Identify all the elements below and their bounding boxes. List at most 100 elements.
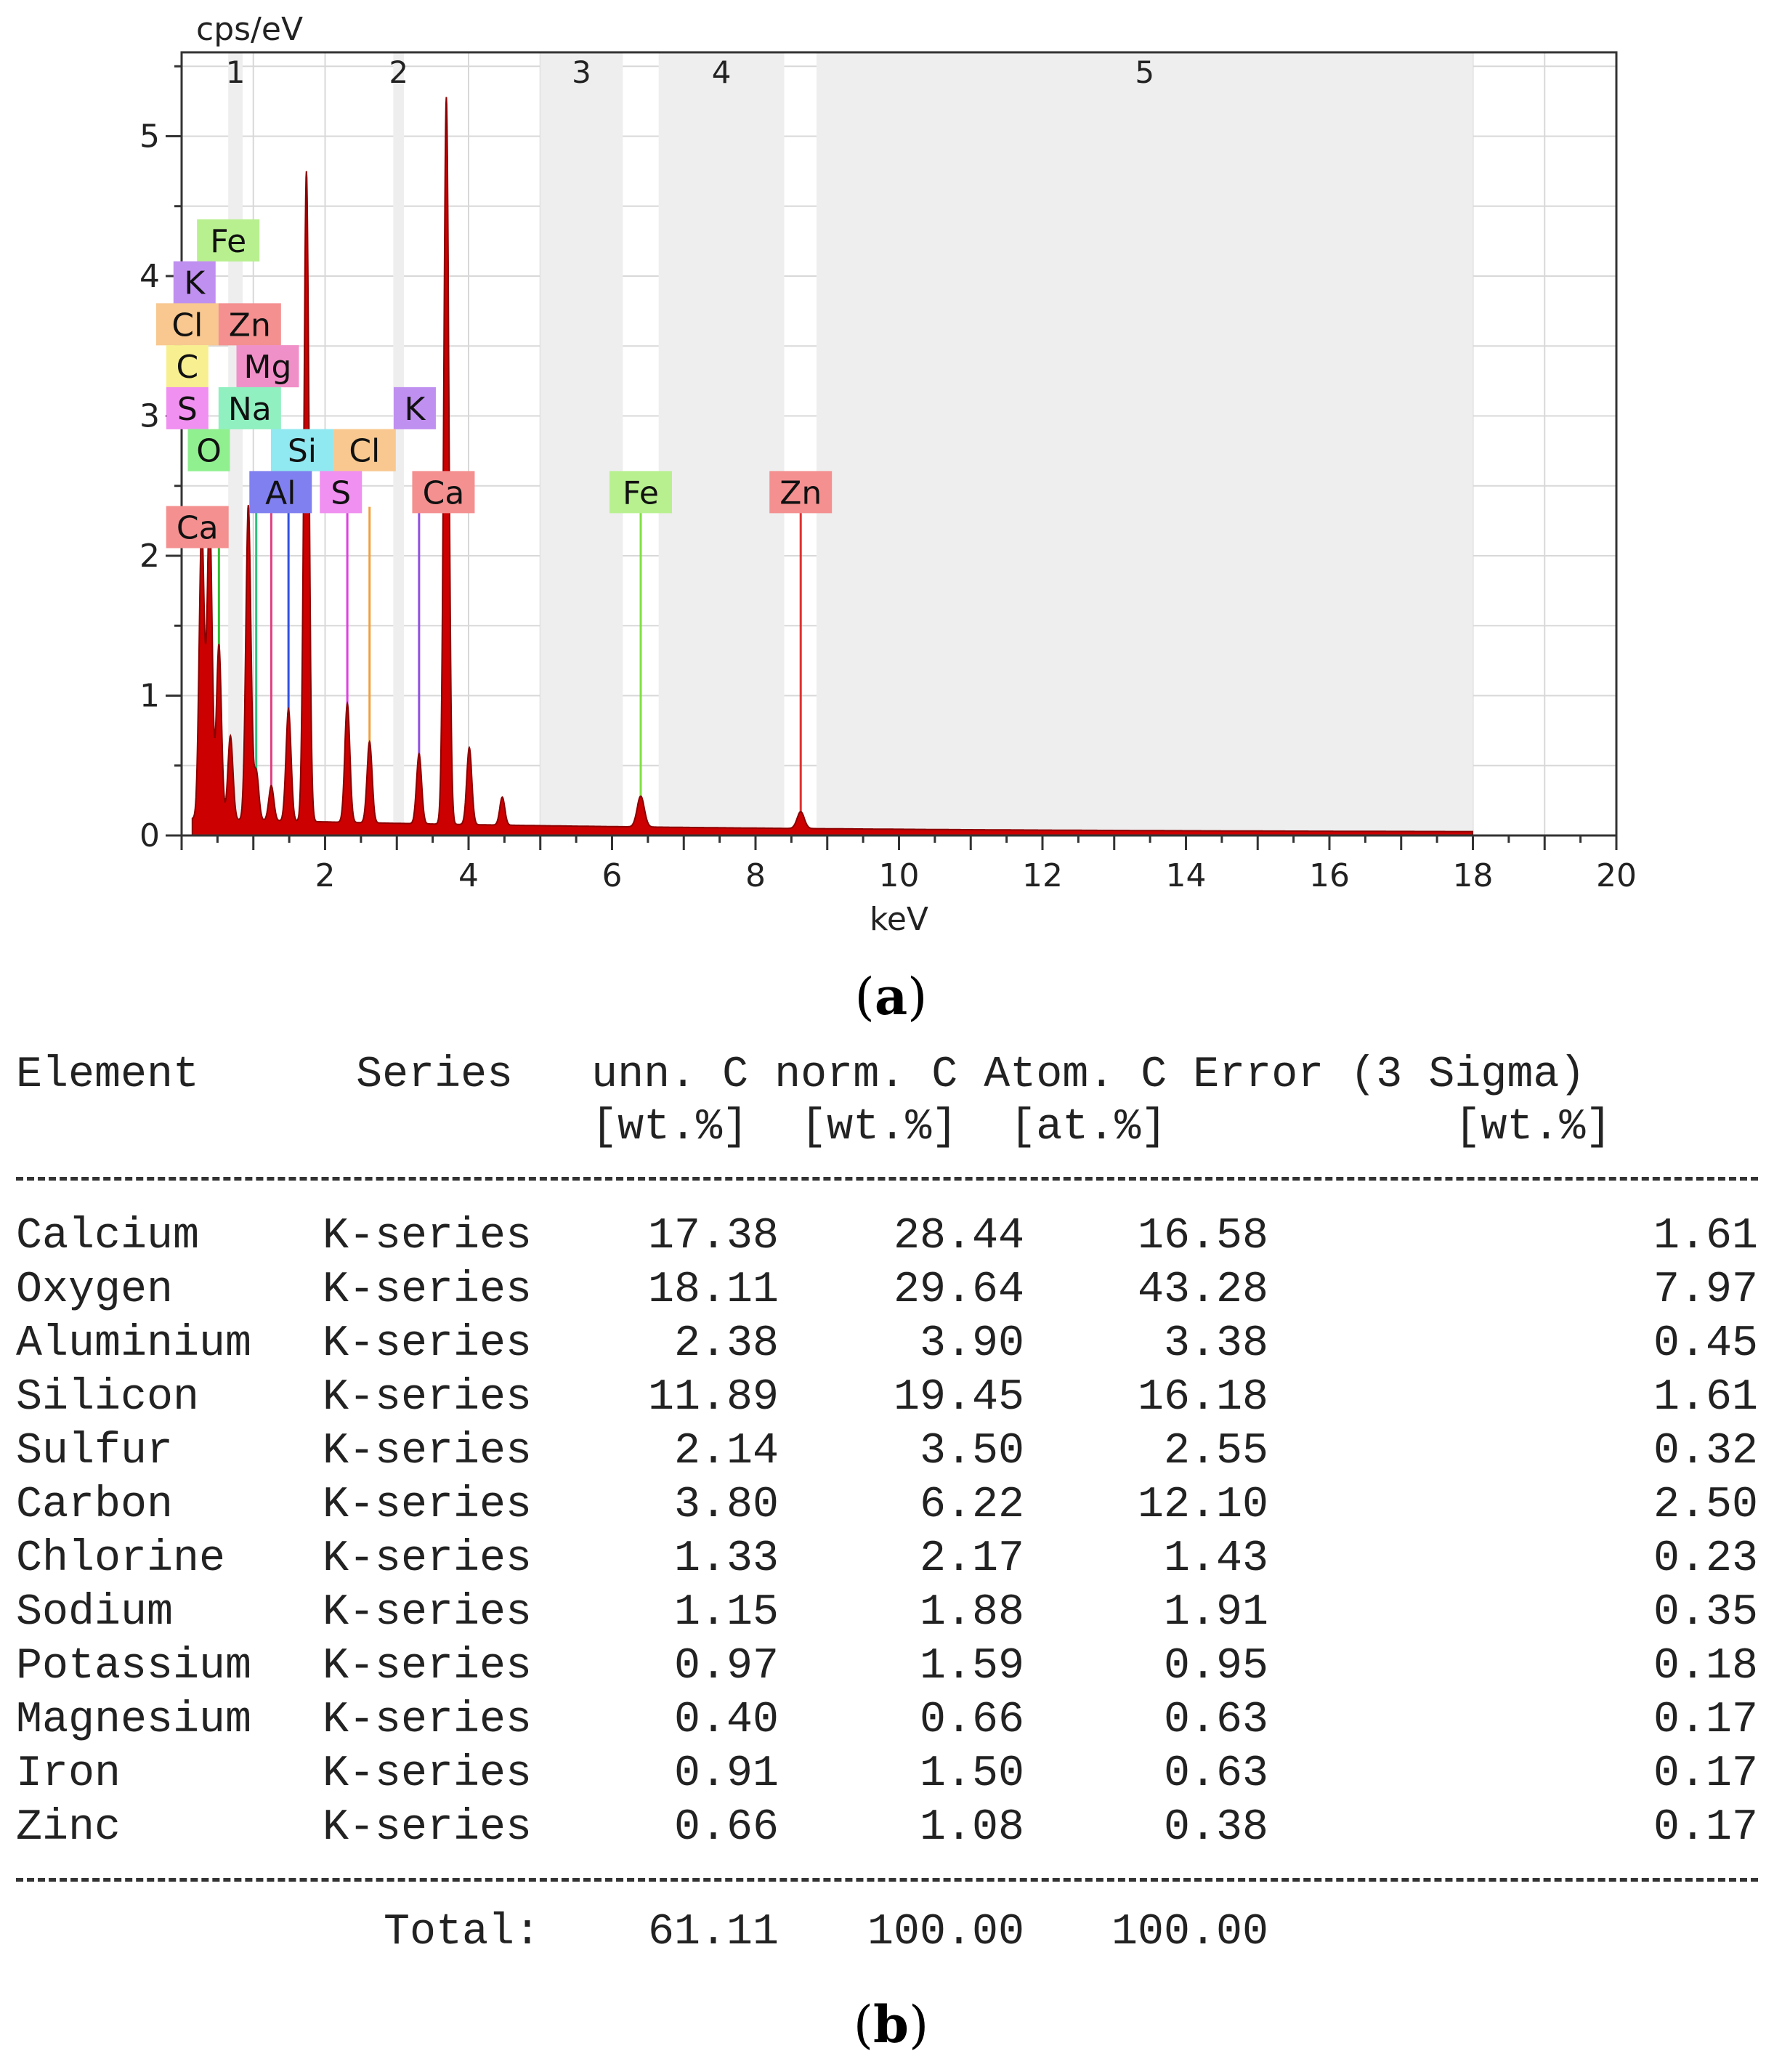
element-label-box — [769, 471, 833, 514]
caption-a-letter: a — [874, 966, 908, 1027]
row-error: 0.17 — [1653, 1803, 1758, 1853]
x-tick-label: 18 — [1453, 857, 1494, 894]
table-header-line-2: [wt.%] [wt.%] [at.%] [wt.%] — [16, 1103, 1612, 1152]
caption-b: (b) — [853, 1994, 929, 2055]
element-label-box — [166, 345, 208, 388]
row-error: 0.32 — [1653, 1427, 1758, 1476]
row-error: 1.61 — [1653, 1373, 1758, 1423]
row-error: 2.50 — [1653, 1481, 1758, 1530]
row-element: Calcium — [16, 1212, 200, 1261]
row-unn: 1.33 — [673, 1534, 779, 1584]
element-label-box — [187, 429, 230, 472]
row-norm: 1.08 — [919, 1803, 1024, 1853]
row-unn: 0.97 — [673, 1642, 779, 1691]
table-divider-bottom — [16, 1878, 1758, 1882]
row-unn: 2.14 — [673, 1427, 779, 1476]
y-tick-label: 1 — [139, 678, 160, 715]
element-label: C — [177, 349, 199, 386]
y-tick-label: 2 — [139, 538, 160, 575]
region-band — [816, 52, 1473, 835]
element-label-box — [393, 387, 436, 429]
region-label: 1 — [226, 54, 246, 90]
element-label: S — [331, 474, 351, 511]
x-tick-label: 10 — [879, 857, 920, 894]
row-series: K-series — [323, 1427, 532, 1476]
row-series: K-series — [323, 1588, 532, 1638]
row-norm: 6.22 — [919, 1481, 1024, 1530]
row-atom: 1.43 — [1163, 1534, 1268, 1584]
element-label: Na — [228, 391, 272, 428]
row-error: 0.18 — [1653, 1642, 1758, 1691]
row-error: 0.45 — [1653, 1319, 1758, 1369]
total-label: Total: — [384, 1908, 541, 1957]
row-series: K-series — [323, 1803, 532, 1853]
row-series: K-series — [323, 1749, 532, 1799]
row-atom: 0.63 — [1163, 1696, 1268, 1745]
row-series: K-series — [323, 1642, 532, 1691]
element-label-box — [166, 506, 229, 549]
element-label-box — [155, 303, 219, 346]
row-norm: 1.88 — [919, 1588, 1024, 1638]
y-tick-label: 5 — [139, 118, 160, 155]
x-tick-label: 14 — [1166, 857, 1207, 894]
row-unn: 0.66 — [673, 1803, 779, 1853]
x-tick-label: 8 — [745, 857, 766, 894]
row-atom: 0.38 — [1163, 1803, 1268, 1853]
element-label-box — [249, 471, 312, 514]
row-norm: 19.45 — [893, 1373, 1024, 1423]
row-unn: 0.40 — [673, 1696, 779, 1745]
row-atom: 1.91 — [1163, 1588, 1268, 1638]
row-atom: 0.95 — [1163, 1642, 1268, 1691]
row-norm: 2.17 — [919, 1534, 1024, 1584]
row-series: K-series — [323, 1534, 532, 1584]
element-label-box — [197, 219, 260, 262]
table-divider-top — [16, 1177, 1758, 1181]
row-element: Iron — [16, 1749, 121, 1799]
element-label-box — [412, 471, 475, 514]
element-label-box — [609, 471, 672, 514]
region-label: 5 — [1135, 54, 1154, 90]
row-element: Aluminium — [16, 1319, 252, 1369]
row-error: 0.35 — [1653, 1588, 1758, 1638]
element-label: Cl — [171, 307, 203, 344]
region-band — [228, 52, 243, 835]
row-error: 7.97 — [1653, 1266, 1758, 1315]
region-label: 2 — [389, 54, 408, 90]
row-unn: 17.38 — [647, 1212, 779, 1261]
row-atom: 0.63 — [1163, 1749, 1268, 1799]
row-element: Silicon — [16, 1373, 200, 1423]
caption-b-letter: b — [873, 1994, 909, 2055]
element-label: Fe — [623, 474, 659, 511]
element-label: Al — [265, 474, 296, 511]
element-label: Cl — [349, 433, 380, 470]
row-norm: 3.90 — [919, 1319, 1024, 1369]
row-element: Chlorine — [16, 1534, 226, 1584]
row-element: Carbon — [16, 1481, 174, 1530]
element-label-box — [270, 429, 333, 472]
row-element: Magnesium — [16, 1696, 252, 1745]
element-label-box — [166, 387, 208, 429]
row-element: Sulfur — [16, 1427, 174, 1476]
element-label-box — [236, 345, 299, 388]
row-atom: 43.28 — [1137, 1266, 1268, 1315]
axis-layer — [166, 51, 1618, 850]
x-tick-label: 2 — [315, 857, 336, 894]
row-element: Potassium — [16, 1642, 252, 1691]
region-band — [540, 52, 623, 835]
row-unn: 18.11 — [647, 1266, 779, 1315]
region-band — [393, 52, 405, 835]
row-atom: 16.58 — [1137, 1212, 1268, 1261]
row-norm: 28.44 — [893, 1212, 1024, 1261]
element-label-box — [173, 261, 216, 304]
row-unn: 0.91 — [673, 1749, 779, 1799]
row-atom: 2.55 — [1163, 1427, 1268, 1476]
row-element: Oxygen — [16, 1266, 174, 1315]
row-unn: 3.80 — [673, 1481, 779, 1530]
total-norm: 100.00 — [867, 1908, 1024, 1957]
row-norm: 0.66 — [919, 1696, 1024, 1745]
element-label: Zn — [229, 307, 271, 344]
element-label: K — [184, 265, 206, 302]
table-header-line-1: Element Series unn. C norm. C Atom. C Er… — [16, 1051, 1586, 1100]
